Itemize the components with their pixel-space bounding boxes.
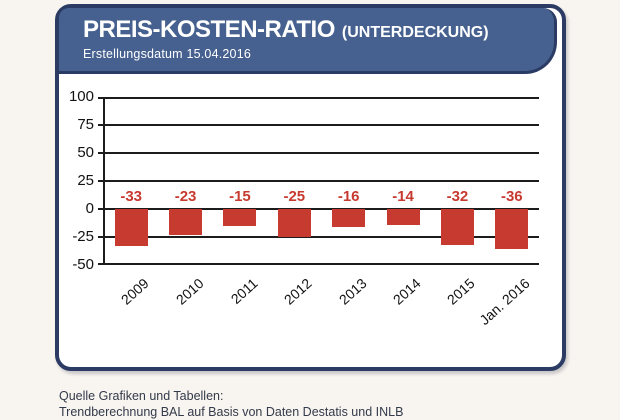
y-tick-75 bbox=[98, 124, 104, 126]
gridline--50 bbox=[104, 263, 539, 265]
y-tick-label: -50 bbox=[72, 256, 94, 273]
gridline--25 bbox=[104, 236, 539, 238]
page-title-suffix: (UNTERDECKUNG) bbox=[341, 24, 489, 41]
bar-value-label: -32 bbox=[446, 188, 469, 205]
x-axis-label: 2014 bbox=[389, 275, 424, 308]
chart-card: PREIS-KOSTEN-RATIO (UNTERDECKUNG) Erstell… bbox=[55, 4, 566, 371]
bar-2011 bbox=[223, 209, 257, 226]
bar-2010 bbox=[169, 209, 203, 235]
bar-2014 bbox=[386, 209, 420, 225]
bar-value-label: -14 bbox=[392, 188, 414, 205]
x-axis-label: 2009 bbox=[118, 275, 152, 308]
plot-area: 100 75 50 25 0 -25 -50 -33 2009 -23 2010 -15 2011 -25… bbox=[69, 88, 539, 328]
y-tick-label: 100 bbox=[68, 88, 94, 105]
x-axis-label: Jan. 2016 bbox=[476, 275, 533, 329]
title-row: PREIS-KOSTEN-RATIO (UNTERDECKUNG) bbox=[83, 16, 554, 44]
x-axis-label: 2010 bbox=[172, 275, 207, 308]
bar-value-label: -16 bbox=[337, 188, 360, 205]
x-axis-label: 2015 bbox=[444, 275, 479, 308]
y-tick-0 bbox=[98, 208, 104, 210]
bar-2012 bbox=[277, 209, 311, 237]
bar-Jan. 2016 bbox=[495, 209, 529, 250]
bar-value-label: -15 bbox=[229, 188, 251, 205]
y-tick--50 bbox=[98, 263, 104, 265]
x-axis-label: 2012 bbox=[281, 275, 316, 308]
y-tick-label: 75 bbox=[77, 116, 94, 133]
bar-value-label: -25 bbox=[283, 188, 306, 205]
bar-value-label: -33 bbox=[120, 188, 143, 205]
gridline-100 bbox=[104, 97, 539, 99]
bar-2015 bbox=[440, 209, 474, 245]
bar-2009 bbox=[114, 209, 148, 246]
y-tick-label: 50 bbox=[77, 144, 94, 161]
source-note-line2: Trendberechnung BAL auf Basis von Daten … bbox=[59, 405, 404, 419]
y-tick--25 bbox=[98, 236, 104, 238]
y-tick-25 bbox=[98, 180, 104, 182]
gridline-50 bbox=[104, 152, 539, 154]
x-axis-label: 2011 bbox=[227, 275, 261, 308]
x-axis-label: 2013 bbox=[335, 275, 370, 308]
gridline-25 bbox=[104, 180, 539, 182]
gridline-75 bbox=[104, 124, 539, 126]
gridline-0 bbox=[104, 208, 539, 210]
page-title: PREIS-KOSTEN-RATIO bbox=[83, 16, 335, 43]
y-tick-label: 25 bbox=[77, 172, 94, 189]
chart-header: PREIS-KOSTEN-RATIO (UNTERDECKUNG) Erstell… bbox=[59, 8, 557, 74]
source-note: Quelle Grafiken und Tabellen: Trendberec… bbox=[59, 388, 403, 420]
bar-2013 bbox=[332, 209, 366, 227]
y-tick-label: 0 bbox=[85, 200, 94, 217]
bar-value-label: -23 bbox=[174, 188, 197, 205]
creation-date: Erstellungsdatum 15.04.2016 bbox=[83, 47, 252, 61]
y-tick-100 bbox=[98, 97, 104, 99]
bar-value-label: -36 bbox=[500, 188, 523, 205]
source-note-line1: Quelle Grafiken und Tabellen: bbox=[59, 389, 224, 403]
y-tick-50 bbox=[98, 152, 104, 154]
y-tick-label: -25 bbox=[72, 228, 94, 245]
